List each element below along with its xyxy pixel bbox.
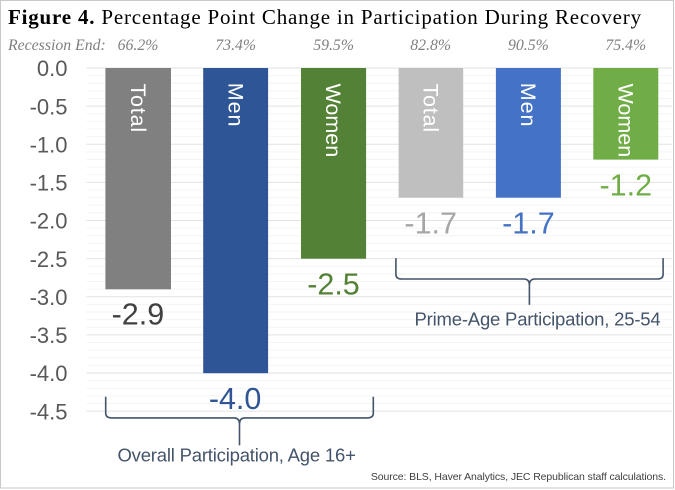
svg-text:Source: BLS, Haver Analytics,: Source: BLS, Haver Analytics, JEC Republ… [371, 471, 666, 483]
svg-text:-1.2: -1.2 [600, 168, 653, 202]
svg-text:-2.5: -2.5 [30, 247, 68, 272]
svg-text:0.0: 0.0 [37, 56, 68, 81]
svg-text:-2.0: -2.0 [30, 209, 68, 234]
svg-text:-1.5: -1.5 [30, 171, 68, 196]
svg-text:Total: Total [419, 84, 443, 133]
svg-text:Men: Men [516, 83, 540, 128]
svg-text:-4.0: -4.0 [209, 382, 262, 416]
svg-text:-3.0: -3.0 [30, 285, 68, 310]
svg-text:Overall Participation, Age 16+: Overall Participation, Age 16+ [117, 445, 355, 466]
svg-text:82.8%: 82.8% [410, 37, 451, 54]
svg-text:Women: Women [321, 84, 345, 158]
svg-text:-1.7: -1.7 [502, 206, 555, 240]
svg-text:Prime-Age Participation, 25-54: Prime-Age Participation, 25-54 [415, 309, 661, 330]
svg-text:75.4%: 75.4% [605, 37, 646, 54]
svg-text:-4.0: -4.0 [30, 361, 68, 386]
svg-text:Total: Total [126, 84, 150, 133]
svg-text:90.5%: 90.5% [508, 37, 549, 54]
svg-text:-0.5: -0.5 [30, 94, 68, 119]
svg-text:59.5%: 59.5% [313, 37, 354, 54]
svg-text:-4.5: -4.5 [30, 399, 68, 424]
svg-text:-3.5: -3.5 [30, 323, 68, 348]
svg-text:Women: Women [614, 84, 638, 158]
svg-text:Figure 4. Percentage Point Cha: Figure 4. Percentage Point Change in Par… [8, 5, 642, 29]
svg-text:-1.7: -1.7 [404, 206, 457, 240]
svg-text:-1.0: -1.0 [30, 132, 68, 157]
svg-text:Men: Men [223, 83, 247, 128]
svg-text:66.2%: 66.2% [118, 37, 159, 54]
svg-text:73.4%: 73.4% [215, 37, 256, 54]
svg-text:-2.5: -2.5 [307, 267, 360, 301]
svg-text:-2.9: -2.9 [112, 298, 165, 332]
svg-text:Recession End:: Recession End: [7, 37, 106, 54]
